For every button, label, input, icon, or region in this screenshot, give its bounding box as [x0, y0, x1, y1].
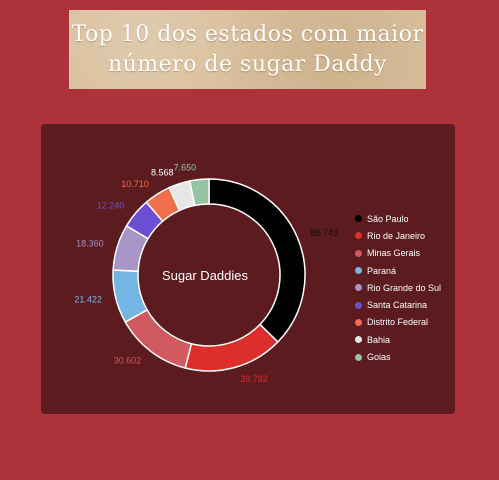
slice-sao-paulo[interactable] — [208, 178, 306, 343]
value-label-sao-paulo: 88.743 — [310, 228, 338, 238]
value-label-bahia: 8.568 — [151, 167, 174, 177]
chart-card — [41, 124, 455, 414]
legend-label: Santa Catarina — [367, 300, 428, 311]
legend-swatch — [355, 336, 362, 344]
legend-swatch — [355, 267, 362, 275]
title-line-2: número de sugar Daddy — [107, 51, 388, 77]
legend-item-distrito-federal[interactable]: Distrito Federal — [355, 314, 441, 331]
legend-item-bahia[interactable]: Bahia — [355, 331, 441, 348]
legend-swatch — [355, 232, 362, 240]
legend-swatch — [355, 249, 362, 257]
title-banner: Top 10 dos estados com maior número de s… — [69, 10, 426, 89]
legend-item-parana[interactable]: Paraná — [355, 262, 441, 279]
legend-label: Rio de Janeiro — [367, 230, 426, 241]
title-line-1: Top 10 dos estados com maior — [71, 21, 424, 47]
value-label-goias: 7.650 — [174, 163, 197, 173]
legend-item-santa-catarina[interactable]: Santa Catarina — [355, 296, 441, 313]
legend-swatch — [355, 353, 362, 361]
legend-label: Distrito Federal — [367, 317, 429, 328]
legend-label: Rio Grande do Sul — [367, 282, 442, 293]
legend-swatch — [355, 284, 362, 292]
slice-rio-de-janeiro[interactable] — [184, 323, 279, 372]
legend-item-rio-grande-do-sul[interactable]: Rio Grande do Sul — [355, 279, 441, 296]
chart-legend: São Paulo Rio de Janeiro Minas Gerais Paran… — [355, 210, 441, 366]
legend-item-minas-gerais[interactable]: Minas Gerais — [355, 245, 441, 262]
center-label: Sugar Daddies — [162, 268, 248, 283]
legend-swatch — [355, 301, 362, 309]
value-label-santa-catarina: 12.240 — [97, 201, 125, 211]
legend-label: Minas Gerais — [367, 248, 421, 259]
value-label-rio-de-janeiro: 39.782 — [240, 374, 268, 384]
legend-label: Bahia — [367, 334, 391, 345]
value-label-rio-grande-do-sul: 18.360 — [76, 239, 104, 249]
legend-label: São Paulo — [367, 213, 409, 224]
value-label-parana: 21.422 — [74, 295, 102, 305]
legend-item-sao-paulo[interactable]: São Paulo — [355, 210, 441, 227]
value-label-distrito-federal: 10.710 — [121, 179, 149, 189]
slice-goias[interactable] — [188, 178, 210, 207]
legend-swatch — [355, 215, 362, 223]
value-label-minas-gerais: 30.602 — [114, 356, 142, 366]
legend-label: Paraná — [367, 265, 397, 276]
legend-label: Goias — [367, 352, 391, 363]
legend-item-rio-de-janeiro[interactable]: Rio de Janeiro — [355, 227, 441, 244]
legend-item-goias[interactable]: Goias — [355, 348, 441, 365]
legend-swatch — [355, 318, 362, 326]
